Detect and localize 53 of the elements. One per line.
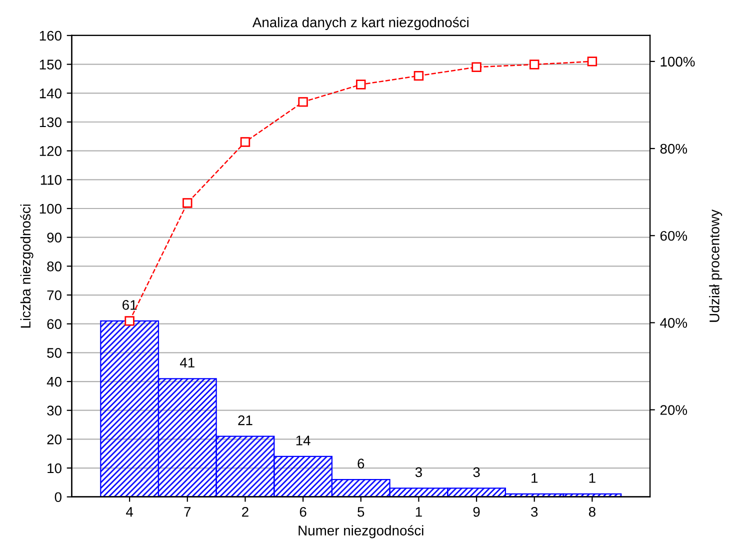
point [472, 62, 482, 72]
y-tick-label: 30 [47, 406, 62, 416]
y2-tick-label: 20% [660, 405, 688, 415]
y2-tick-label: 60% [660, 230, 688, 241]
y-tick-label: 160 [40, 30, 62, 41]
x-tick-label: 9 [473, 506, 480, 517]
x-tick-label: 7 [184, 507, 191, 517]
data-label: 6 [358, 458, 364, 468]
data-label: 1 [532, 473, 538, 483]
x-tick-label: 4 [126, 507, 134, 517]
data-label: 61 [122, 300, 137, 310]
y-tick-label: 20 [47, 434, 62, 444]
y-tick-label: 80 [47, 262, 62, 272]
y-tick-label: 140 [40, 88, 62, 98]
data-label: 41 [180, 358, 194, 368]
y-tick-label: 50 [47, 348, 62, 358]
y2-axis-title: Udział procentowy [709, 209, 722, 322]
y2-tick-label: 100% [660, 56, 695, 67]
x-tick-label: 1 [416, 507, 422, 517]
y-tick-label: 40 [46, 376, 62, 387]
y-axis-title: Liczba niezgodności [20, 204, 34, 328]
point [530, 60, 540, 70]
y-tick-label: 0 [54, 492, 62, 502]
point [587, 56, 598, 66]
y2-tick-label: 40% [660, 318, 688, 328]
y-tick-label: 70 [47, 290, 62, 300]
chart-title: Analiza danych z kart niezgodności [252, 16, 468, 30]
data-label: 3 [415, 467, 422, 478]
x-tick-label: 5 [358, 507, 364, 517]
data-label: 21 [238, 415, 252, 426]
y-tick-label: 10 [48, 463, 62, 474]
point [414, 70, 424, 81]
x-tick-label: 2 [242, 506, 248, 517]
x-tick-label: 3 [531, 506, 538, 517]
y2-tick-label: 80% [660, 144, 688, 154]
x-axis-title: Numer niezgodności [298, 525, 424, 538]
y-tick-label: 90 [47, 232, 62, 243]
x-tick-label: 6 [300, 506, 306, 517]
y-tick-label: 150 [40, 60, 62, 70]
y-tick-label: 60 [47, 319, 62, 330]
data-label: 1 [589, 473, 596, 483]
point [240, 137, 250, 147]
data-label: 14 [296, 436, 310, 446]
x-tick-label: 8 [588, 506, 596, 517]
data-label: 3 [473, 467, 480, 478]
y-tick-label: 130 [40, 117, 62, 128]
y-tick-label: 100 [40, 204, 62, 214]
y-tick-label: 120 [40, 146, 62, 156]
point [182, 198, 192, 208]
point [298, 97, 308, 107]
point [356, 80, 366, 90]
y-tick-label: 110 [40, 175, 62, 185]
point [124, 316, 134, 326]
